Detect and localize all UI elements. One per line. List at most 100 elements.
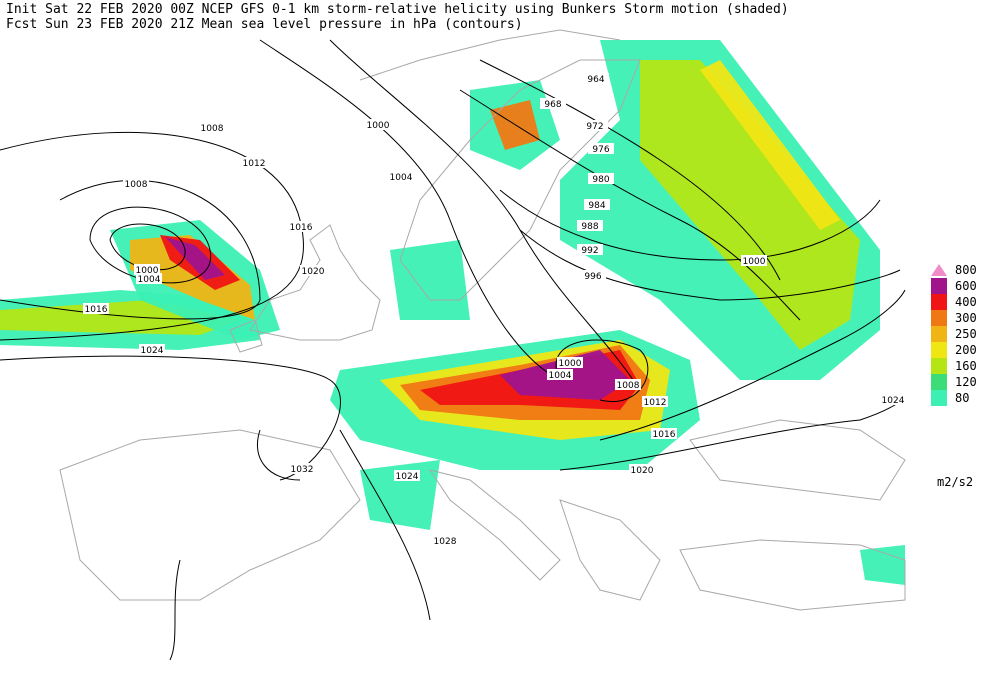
isobar-label: 1028	[434, 537, 457, 547]
helicity-area	[165, 237, 225, 280]
legend-label: 400	[955, 295, 977, 309]
isobar-label-bg	[615, 379, 641, 390]
isobar-label: 1004	[390, 173, 413, 183]
legend-label: 800	[955, 263, 977, 277]
coastline	[249, 224, 381, 341]
legend-swatch	[931, 294, 947, 310]
isobar-label: 1000	[136, 266, 159, 276]
isobar-label-bg	[289, 463, 315, 474]
isobar	[559, 394, 906, 471]
isobar	[89, 206, 211, 284]
isobar-label-bg	[584, 199, 610, 210]
isobar-label: 1012	[243, 159, 266, 169]
isobar	[109, 223, 186, 271]
legend-label: 600	[955, 279, 977, 293]
isobar-label-bg	[583, 73, 609, 84]
isobar-label-bg	[388, 171, 414, 182]
isobar-label: 1032	[291, 465, 314, 475]
helicity-area	[860, 545, 905, 585]
isobar-label: 996	[584, 272, 601, 282]
isobar	[519, 229, 901, 301]
helicity-area	[640, 60, 860, 350]
helicity-area	[130, 235, 255, 320]
legend: 800 600 400 300 250 200 160 120 80	[931, 263, 977, 406]
isobar-label-bg	[199, 122, 225, 133]
isobar-label-bg	[139, 344, 165, 355]
isobar-label: 976	[592, 145, 609, 155]
isobar-label-bg	[136, 273, 162, 284]
isobar	[0, 131, 304, 341]
header-line: Init Sat 22 FEB 2020 00Z NCEP GFS 0-1 km…	[6, 2, 789, 17]
isobar-label: 1020	[302, 267, 325, 277]
isobar-label-bg	[540, 98, 566, 109]
isobar-label-bg	[580, 270, 606, 281]
isobar-label-bg	[582, 120, 608, 131]
isobar-label: 968	[544, 100, 561, 110]
isobar-label: 988	[581, 222, 598, 232]
isobar-label: 992	[581, 246, 598, 256]
header-line: Fcst Sun 23 FEB 2020 21Z Mean sea level …	[6, 17, 523, 32]
isobar-label-bg	[300, 265, 326, 276]
legend-swatch	[931, 264, 947, 276]
isobar-label: 1000	[367, 121, 390, 131]
coastline	[229, 319, 263, 353]
isobar-label-bg	[577, 244, 603, 255]
isobar-label: 1008	[201, 124, 224, 134]
isobar	[555, 339, 649, 403]
isobar-label: 1016	[85, 305, 108, 315]
isobar-label-bg	[577, 220, 603, 231]
isobar-label-bg	[629, 464, 655, 475]
isobar	[0, 355, 341, 481]
legend-label: 160	[955, 359, 977, 373]
isobar-label-bg	[642, 396, 668, 407]
legend-label: 80	[955, 391, 969, 405]
isobar-label-bg	[432, 535, 458, 546]
isobar-label: 1020	[631, 466, 654, 476]
helicity-area	[390, 240, 470, 320]
isobar-label: 1024	[396, 472, 419, 482]
legend-swatch	[931, 342, 947, 358]
isobar-label-bg	[651, 428, 677, 439]
isobar-labels: 9649689729769809849889929961000100410081…	[83, 73, 906, 547]
isobar-label-bg	[365, 119, 391, 130]
isobar-label: 1000	[743, 257, 766, 267]
isobar-label-bg	[394, 470, 420, 481]
isobar-label: 980	[592, 175, 609, 185]
isobar-label-bg	[588, 173, 614, 184]
isobar-label-bg	[588, 143, 614, 154]
isobar-label-bg	[880, 394, 906, 405]
helicity-area	[700, 60, 840, 230]
isobar	[329, 39, 641, 391]
legend-unit: m2/s2	[937, 475, 973, 489]
coastline	[679, 539, 906, 611]
isobar-label-bg	[547, 369, 573, 380]
legend-swatch	[931, 390, 947, 406]
isobar	[339, 429, 431, 621]
legend-swatch	[931, 278, 947, 294]
isobar-label-bg	[741, 255, 767, 266]
isobar-label: 1024	[141, 346, 164, 356]
coastline	[428, 469, 561, 581]
isobar-label: 1000	[559, 359, 582, 369]
isobar-label-bg	[288, 221, 314, 232]
isobar-label: 1024	[882, 396, 905, 406]
legend-label: 300	[955, 311, 977, 325]
legend-label: 200	[955, 343, 977, 357]
legend-swatch	[931, 326, 947, 342]
legend-label: 120	[955, 375, 977, 389]
isobar-label: 1016	[290, 223, 313, 233]
isobar	[599, 289, 906, 441]
isobar-label: 1004	[549, 371, 572, 381]
isobar-label-bg	[123, 178, 149, 189]
coastline	[399, 59, 641, 301]
isobar	[499, 189, 881, 261]
coastlines	[59, 29, 906, 611]
isobar	[459, 89, 801, 321]
isobar-label: 984	[588, 201, 605, 211]
isobar	[259, 39, 561, 381]
isobar-label-bg	[83, 303, 109, 314]
coastline	[559, 499, 661, 601]
isobar-label: 1012	[644, 398, 667, 408]
legend-swatch	[931, 358, 947, 374]
